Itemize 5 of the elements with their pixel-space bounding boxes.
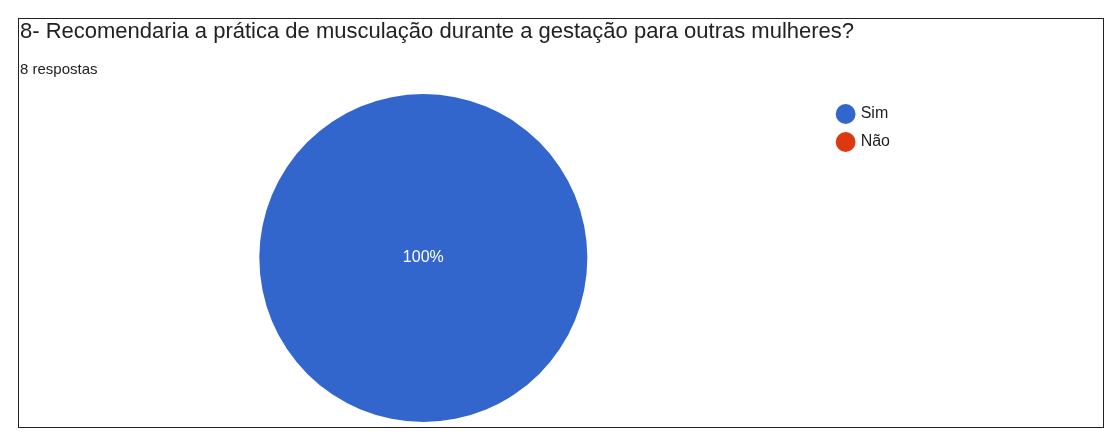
legend-label: Sim [860, 104, 889, 122]
chart-title: 8- Recomendaria a prática de musculação durante a gestação para outras mulheres? [20, 18, 855, 44]
legend-label: Não [860, 132, 891, 150]
data-label: 100% [402, 248, 444, 266]
text: 8 respostas [20, 60, 98, 77]
